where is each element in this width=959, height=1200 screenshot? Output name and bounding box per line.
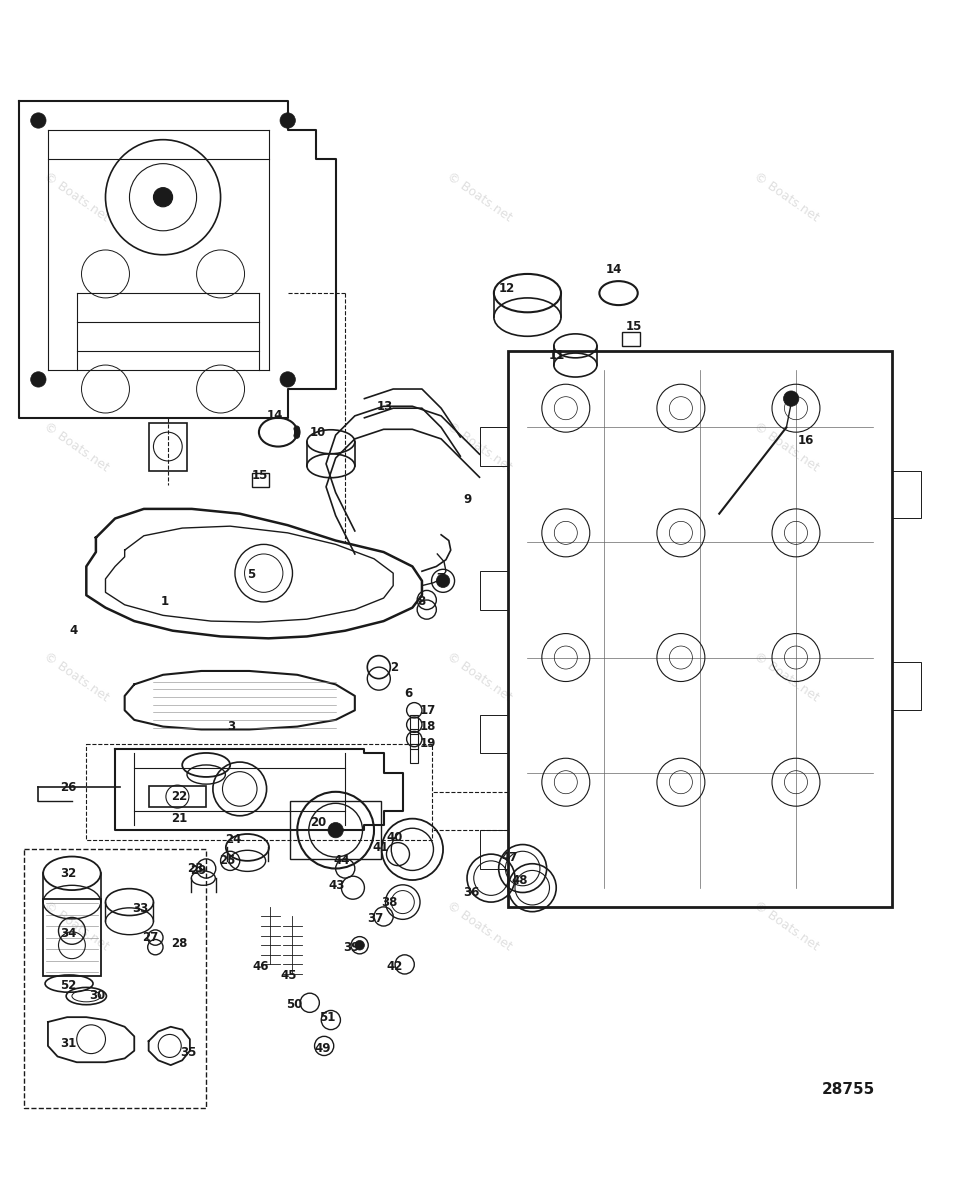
Text: 20: 20 — [310, 816, 326, 829]
Bar — [43, 899, 101, 976]
Circle shape — [784, 391, 799, 407]
Text: 3: 3 — [227, 720, 235, 733]
Bar — [149, 422, 187, 470]
Text: © Boats.net: © Boats.net — [41, 899, 112, 953]
Text: 26: 26 — [60, 780, 77, 793]
Circle shape — [293, 433, 299, 438]
Circle shape — [436, 574, 450, 588]
Text: 52: 52 — [60, 979, 77, 992]
Text: 49: 49 — [315, 1043, 331, 1055]
Text: © Boats.net: © Boats.net — [444, 649, 515, 704]
Text: 25: 25 — [219, 854, 235, 868]
Text: 41: 41 — [372, 841, 388, 854]
Text: 46: 46 — [252, 960, 269, 973]
Text: © Boats.net: © Boats.net — [751, 419, 822, 474]
Text: 10: 10 — [310, 426, 326, 439]
Bar — [290, 802, 381, 859]
Text: 31: 31 — [60, 1037, 77, 1050]
Bar — [622, 332, 640, 346]
Text: 1: 1 — [161, 595, 169, 608]
Text: 42: 42 — [386, 960, 403, 973]
Bar — [892, 662, 921, 710]
Text: © Boats.net: © Boats.net — [41, 170, 112, 224]
Text: 28: 28 — [171, 937, 187, 950]
Text: © Boats.net: © Boats.net — [751, 899, 822, 953]
Text: © Boats.net: © Boats.net — [41, 649, 112, 704]
Text: 27: 27 — [142, 931, 158, 944]
Text: 38: 38 — [382, 895, 398, 908]
Text: 15: 15 — [251, 469, 268, 482]
Text: 51: 51 — [319, 1010, 336, 1024]
Text: 40: 40 — [386, 832, 403, 845]
Text: 29: 29 — [190, 864, 206, 877]
Text: © Boats.net: © Boats.net — [751, 649, 822, 704]
Text: © Boats.net: © Boats.net — [444, 899, 515, 953]
Bar — [410, 730, 418, 749]
Text: 6: 6 — [405, 688, 413, 701]
Bar — [410, 715, 418, 734]
Text: 21: 21 — [171, 812, 187, 826]
Text: 11: 11 — [549, 349, 565, 362]
Text: 30: 30 — [89, 989, 105, 1002]
Bar — [480, 571, 508, 610]
Text: 8: 8 — [417, 595, 426, 608]
Text: 23: 23 — [187, 862, 203, 875]
Circle shape — [294, 430, 300, 436]
Text: 5: 5 — [247, 568, 256, 581]
Circle shape — [328, 822, 343, 838]
Text: 48: 48 — [511, 874, 527, 887]
Text: 45: 45 — [280, 970, 296, 983]
Bar — [252, 474, 269, 487]
Text: 39: 39 — [343, 941, 360, 954]
Circle shape — [293, 426, 299, 432]
Text: 37: 37 — [367, 912, 384, 925]
Circle shape — [294, 431, 300, 437]
Text: 12: 12 — [499, 282, 515, 295]
Text: © Boats.net: © Boats.net — [41, 419, 112, 474]
Text: 15: 15 — [625, 320, 642, 334]
Text: 35: 35 — [180, 1046, 197, 1060]
Bar — [892, 470, 921, 518]
Circle shape — [280, 113, 295, 128]
Text: 18: 18 — [420, 720, 436, 733]
Text: 13: 13 — [377, 400, 393, 413]
Circle shape — [294, 427, 300, 433]
Text: 16: 16 — [798, 434, 814, 448]
Circle shape — [280, 372, 295, 388]
Circle shape — [355, 941, 364, 950]
Text: 36: 36 — [463, 886, 480, 899]
Text: 32: 32 — [60, 866, 77, 880]
Text: 28755: 28755 — [822, 1081, 876, 1097]
Text: 9: 9 — [463, 493, 472, 506]
Bar — [480, 830, 508, 869]
Text: 14: 14 — [606, 263, 622, 276]
Circle shape — [31, 372, 46, 388]
Bar — [410, 744, 418, 763]
Text: 4: 4 — [69, 624, 78, 637]
Text: 24: 24 — [225, 833, 242, 846]
Text: 2: 2 — [390, 661, 398, 673]
Text: 17: 17 — [420, 703, 436, 716]
Bar — [508, 350, 892, 907]
Text: 14: 14 — [267, 409, 283, 422]
Circle shape — [31, 113, 46, 128]
Circle shape — [153, 187, 173, 206]
Bar — [480, 715, 508, 754]
Text: 7: 7 — [436, 572, 444, 586]
Text: © Boats.net: © Boats.net — [751, 170, 822, 224]
Text: © Boats.net: © Boats.net — [444, 170, 515, 224]
Text: 19: 19 — [420, 737, 436, 750]
Text: © Boats.net: © Boats.net — [444, 419, 515, 474]
Text: 43: 43 — [329, 880, 345, 893]
Bar — [480, 427, 508, 466]
Text: 50: 50 — [286, 998, 302, 1012]
Text: 47: 47 — [502, 851, 518, 864]
Text: 33: 33 — [132, 902, 149, 916]
Bar — [149, 786, 206, 808]
Text: 44: 44 — [334, 854, 350, 868]
Text: 34: 34 — [60, 928, 77, 941]
Text: 22: 22 — [171, 790, 187, 803]
